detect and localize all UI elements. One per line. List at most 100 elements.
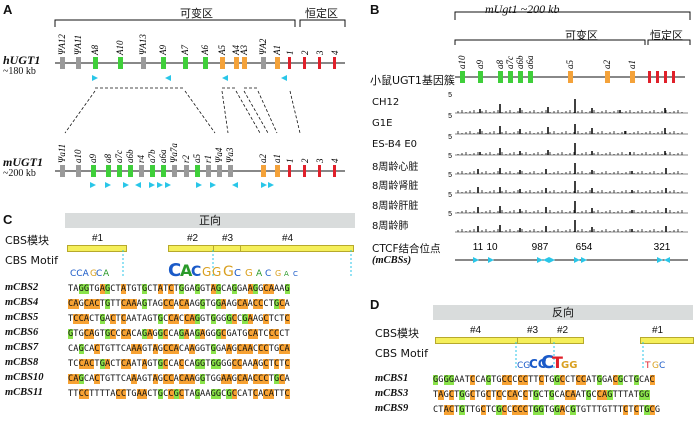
nucleotide: G [200, 374, 206, 384]
nucleotide: C [83, 299, 90, 309]
mouse-exon-label: a7c [114, 150, 124, 163]
nucleotide: C [163, 389, 169, 399]
nucleotide: C [623, 405, 629, 415]
d-row-name: mCBS3 [375, 388, 409, 399]
nucleotide: G [258, 314, 264, 324]
nucleotide: G [157, 314, 164, 324]
nucleotide: C [252, 299, 259, 309]
nucleotide: C [163, 374, 169, 384]
nucleotide: G [231, 344, 237, 354]
c-row-name: mCBS7 [5, 342, 39, 353]
nucleotide: A [443, 405, 449, 415]
nucleotide: G [194, 299, 201, 309]
nucleotide: A [189, 359, 195, 369]
nucleotide: G [443, 390, 449, 400]
nucleotide: T [136, 314, 142, 324]
mouse-exon [303, 165, 306, 177]
mouse-exon-label: r4 [136, 154, 146, 163]
c-row-sequence: GTGCAGTGCCCACAGAGGCCAGAAGAGGGCGATGCATCCC… [68, 328, 290, 341]
nucleotide: G [596, 375, 602, 385]
nucleotide: G [607, 390, 613, 400]
panel-label-b: B [370, 2, 380, 17]
nucleotide: C [263, 344, 269, 354]
svg-text:G: G [90, 269, 97, 279]
nucleotide: C [491, 405, 497, 415]
nucleotide: C [565, 375, 571, 385]
track-label-ch12: CH12 [372, 97, 400, 108]
svg-text:5: 5 [448, 211, 452, 218]
human-exon [303, 57, 306, 69]
nucleotide: C [68, 344, 74, 354]
nucleotide: A [247, 284, 253, 294]
mouse-exon-label: Ψa7a [169, 143, 179, 163]
svg-text:C: C [168, 260, 181, 280]
nucleotide: A [89, 329, 95, 339]
nucleotide: C [268, 329, 274, 339]
nucleotide: A [200, 329, 206, 339]
nucleotide: G [215, 389, 222, 399]
nucleotide: A [126, 359, 132, 369]
nucleotide: T [268, 314, 274, 324]
nucleotide: G [485, 375, 492, 385]
nucleotide: A [131, 299, 137, 309]
nucleotide: G [99, 359, 105, 369]
nucleotide: T [491, 375, 497, 385]
nucleotide: C [485, 390, 492, 400]
nucleotide: G [586, 390, 592, 400]
nucleotide: G [200, 299, 206, 309]
cbs-arrow [574, 257, 580, 263]
nucleotide: G [496, 375, 502, 385]
nucleotide: C [448, 405, 455, 415]
human-exon [288, 57, 291, 69]
nucleotide: T [115, 344, 121, 354]
nucleotide: C [554, 390, 560, 400]
svg-text:G: G [275, 269, 281, 278]
nucleotide: C [89, 314, 95, 324]
cbs-arrow [165, 182, 171, 188]
nucleotide: C [178, 314, 185, 324]
nucleotide: A [173, 344, 179, 354]
nucleotide: C [178, 299, 185, 309]
nucleotide: C [263, 359, 269, 369]
nucleotide: G [533, 405, 539, 415]
nucleotide: C [252, 344, 259, 354]
nucleotide: G [157, 299, 164, 309]
nucleotide: C [506, 390, 513, 400]
human-exon-label: ΨA13 [138, 34, 148, 55]
nucleotide: A [258, 389, 264, 399]
nucleotide: C [263, 374, 269, 384]
nucleotide: A [173, 314, 179, 324]
nucleotide: C [163, 344, 169, 354]
nucleotide: T [464, 375, 470, 385]
mouse-exon-label: a2 [258, 154, 268, 164]
nucleotide: A [247, 374, 253, 384]
mouse-exon-label: Ψa4 [214, 147, 224, 163]
mouse-exon [128, 165, 133, 177]
nucleotide: A [459, 375, 465, 385]
cbs-arrow [123, 182, 129, 188]
nucleotide: A [284, 374, 290, 384]
nucleotide: C [168, 374, 174, 384]
human-exon [141, 57, 146, 69]
human-exon [93, 57, 98, 69]
d-module-2: #2 [557, 325, 569, 336]
mouse-exon-label: a6a [158, 149, 168, 163]
nucleotide: A [247, 359, 253, 369]
nucleotide: C [263, 284, 269, 294]
nucleotide: T [68, 359, 74, 369]
nucleotide: C [221, 329, 227, 339]
nucleotide: C [612, 375, 618, 385]
b-exon-label: a2 [602, 60, 612, 70]
human-exon-label: A1 [272, 45, 282, 56]
nucleotide: G [215, 329, 222, 339]
mouse-exon-label: 4 [330, 158, 340, 163]
nucleotide: G [173, 389, 179, 399]
c-row-name: mCBS4 [5, 297, 39, 308]
nucleotide: T [580, 390, 587, 400]
nucleotide: G [602, 375, 608, 385]
nucleotide: C [163, 314, 169, 324]
nucleotide: G [549, 390, 555, 400]
nucleotide: A [126, 329, 132, 339]
nucleotide: C [638, 375, 645, 385]
nucleotide: T [485, 405, 492, 415]
